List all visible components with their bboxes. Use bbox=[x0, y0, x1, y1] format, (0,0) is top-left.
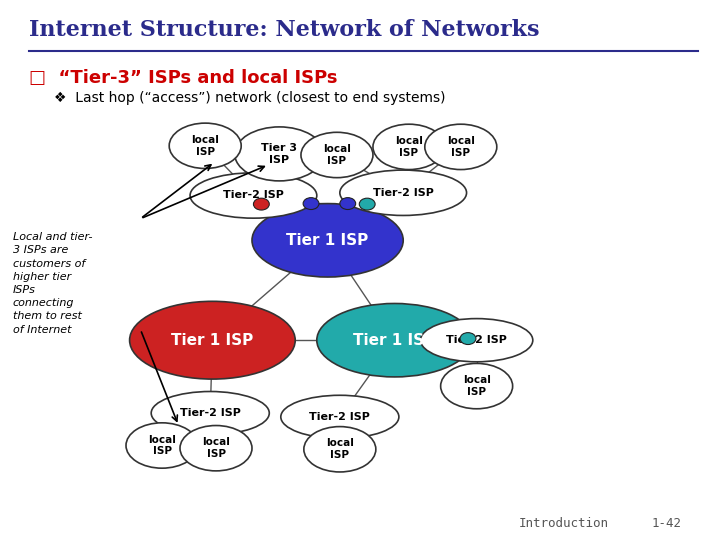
Text: Tier 1 ISP: Tier 1 ISP bbox=[171, 333, 253, 348]
Circle shape bbox=[340, 198, 356, 210]
Text: local
ISP: local ISP bbox=[326, 438, 354, 460]
Ellipse shape bbox=[126, 423, 198, 468]
Text: local
ISP: local ISP bbox=[395, 136, 423, 158]
Text: local
ISP: local ISP bbox=[148, 435, 176, 456]
Text: Internet Structure: Network of Networks: Internet Structure: Network of Networks bbox=[29, 19, 539, 41]
Text: Tier-2 ISP: Tier-2 ISP bbox=[180, 408, 240, 418]
Ellipse shape bbox=[420, 319, 533, 362]
Text: 1-42: 1-42 bbox=[652, 517, 682, 530]
Ellipse shape bbox=[190, 173, 317, 218]
Text: Tier-2 ISP: Tier-2 ISP bbox=[373, 188, 433, 198]
Text: local
ISP: local ISP bbox=[192, 135, 219, 157]
Ellipse shape bbox=[441, 363, 513, 409]
Text: Tier 3
ISP: Tier 3 ISP bbox=[261, 143, 297, 165]
Ellipse shape bbox=[425, 124, 497, 170]
Ellipse shape bbox=[301, 132, 373, 178]
Ellipse shape bbox=[373, 124, 445, 170]
Ellipse shape bbox=[252, 204, 403, 277]
Text: □  “Tier-3” ISPs and local ISPs: □ “Tier-3” ISPs and local ISPs bbox=[29, 69, 337, 87]
Text: Tier-2 ISP: Tier-2 ISP bbox=[223, 191, 284, 200]
Text: Tier 1 ISP: Tier 1 ISP bbox=[287, 233, 369, 248]
Circle shape bbox=[460, 333, 476, 345]
Ellipse shape bbox=[304, 427, 376, 472]
Ellipse shape bbox=[180, 426, 252, 471]
Circle shape bbox=[359, 198, 375, 210]
Text: Local and tier-
3 ISPs are
customers of
higher tier
ISPs
connecting
them to rest: Local and tier- 3 ISPs are customers of … bbox=[13, 232, 92, 335]
Circle shape bbox=[253, 198, 269, 210]
Ellipse shape bbox=[130, 301, 295, 379]
Text: Tier-2 ISP: Tier-2 ISP bbox=[310, 412, 370, 422]
Text: local
ISP: local ISP bbox=[447, 136, 474, 158]
Ellipse shape bbox=[169, 123, 241, 168]
Text: Tier-2 ISP: Tier-2 ISP bbox=[446, 335, 507, 345]
Ellipse shape bbox=[235, 127, 324, 181]
Text: ❖  Last hop (“access”) network (closest to end systems): ❖ Last hop (“access”) network (closest t… bbox=[54, 91, 446, 105]
Text: Introduction: Introduction bbox=[518, 517, 608, 530]
Text: Tier 1 ISP: Tier 1 ISP bbox=[354, 333, 436, 348]
Circle shape bbox=[303, 198, 319, 210]
Ellipse shape bbox=[151, 392, 269, 435]
Ellipse shape bbox=[317, 303, 472, 377]
Text: local
ISP: local ISP bbox=[202, 437, 230, 459]
Ellipse shape bbox=[281, 395, 399, 438]
Text: local
ISP: local ISP bbox=[323, 144, 351, 166]
Ellipse shape bbox=[340, 170, 467, 215]
Text: local
ISP: local ISP bbox=[463, 375, 490, 397]
